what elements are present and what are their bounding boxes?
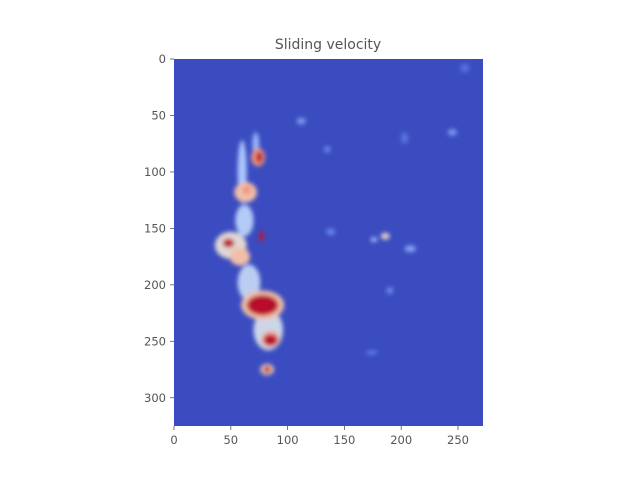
heatmap-blob (370, 237, 378, 242)
heatmap-blob (255, 151, 263, 163)
x-tick-label: 250 (447, 433, 469, 447)
y-tick-label: 300 (144, 391, 166, 405)
heatmap-blob (404, 245, 416, 253)
heatmap-blob (380, 232, 390, 240)
heatmap-blob (326, 228, 336, 236)
heatmap-blob (263, 334, 278, 346)
heatmap-blob (296, 117, 306, 125)
y-tick-label: 100 (144, 165, 166, 179)
heatmap-blobs (214, 63, 470, 376)
y-tick-label: 150 (144, 221, 166, 235)
heatmap-blob (323, 145, 331, 153)
y-tick-label: 0 (159, 52, 166, 66)
plot-area (174, 59, 483, 426)
heatmap-blob (246, 295, 279, 316)
y-tick-label: 50 (151, 108, 166, 122)
heatmap-blob (447, 129, 457, 136)
chart-title: Sliding velocity (275, 37, 381, 53)
heatmap-blob (401, 132, 409, 144)
heatmap-blob (242, 185, 252, 195)
heatmap-blob (263, 366, 271, 373)
x-tick-label: 0 (170, 433, 177, 447)
y-tick-label: 250 (144, 334, 166, 348)
x-tick-label: 100 (277, 433, 299, 447)
y-axis: 0 50 100 150 200 250 300 (144, 52, 174, 405)
heatmap-blob (235, 204, 254, 237)
heatmap-blob (259, 230, 264, 242)
x-tick-label: 200 (390, 433, 412, 447)
y-tick-label: 200 (144, 278, 166, 292)
x-tick-label: 50 (223, 433, 238, 447)
x-axis: 0 50 100 150 200 250 (170, 426, 469, 447)
heatmap-blob (229, 247, 251, 266)
heatmap-blob (460, 63, 470, 73)
heatmap-blob (222, 238, 235, 248)
heatmap-blob (365, 350, 378, 355)
x-tick-label: 150 (333, 433, 355, 447)
heatmap-blob (386, 287, 394, 294)
